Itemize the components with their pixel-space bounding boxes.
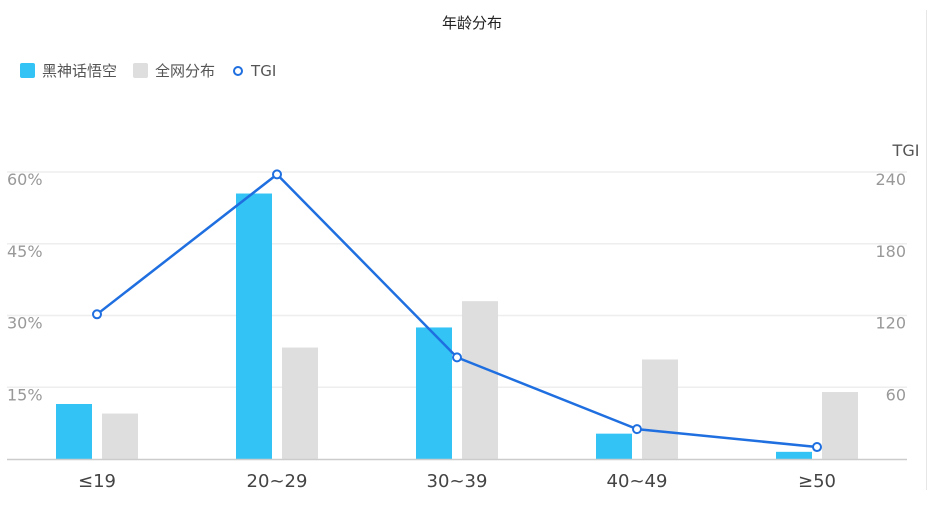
y-right-axis-name: TGI xyxy=(892,141,920,160)
bar-quanwang[interactable] xyxy=(822,392,858,459)
bar-quanwang[interactable] xyxy=(102,413,138,459)
y-left-tick-label: 45% xyxy=(7,242,43,261)
y-left-tick-label: 30% xyxy=(7,314,43,333)
tgi-line-series xyxy=(92,169,822,453)
bar-quanwang[interactable] xyxy=(642,359,678,459)
tgi-point[interactable] xyxy=(812,442,822,453)
bar-heishenhua[interactable] xyxy=(596,433,632,459)
y-left-tick-label: 60% xyxy=(7,170,43,189)
x-tick-label: ≥50 xyxy=(798,471,836,492)
bar-heishenhua[interactable] xyxy=(776,451,812,459)
x-tick-label: ≤19 xyxy=(78,471,116,492)
tgi-point[interactable] xyxy=(92,309,102,320)
x-tick-label: 40~49 xyxy=(607,471,668,492)
x-tick-label: 30~39 xyxy=(427,471,488,492)
tgi-line xyxy=(96,173,818,449)
legend-item-quanwang[interactable]: 全网分布 xyxy=(133,60,215,81)
chart-legend: 黑神话悟空 全网分布 TGI xyxy=(20,60,292,81)
y-left-tick-label: 15% xyxy=(7,385,43,404)
bar-quanwang[interactable] xyxy=(282,347,318,459)
legend-swatch-quanwang xyxy=(133,63,149,78)
bar-series xyxy=(56,193,858,459)
y-right-tick-label: 60 xyxy=(886,385,906,404)
legend-label-heishenhua: 黑神话悟空 xyxy=(42,62,118,80)
y-right-tick-label: 180 xyxy=(875,242,906,261)
grid-lines xyxy=(7,171,907,388)
y-right-tick-label: 240 xyxy=(875,170,906,189)
chart-title: 年龄分布 xyxy=(441,14,502,32)
y-right-axis: TGI 60 120 180 240 xyxy=(875,141,919,404)
legend-marker-tgi-icon xyxy=(233,65,244,76)
y-right-tick-label: 120 xyxy=(875,314,906,333)
bar-heishenhua[interactable] xyxy=(56,403,92,459)
tgi-point[interactable] xyxy=(452,352,462,363)
tgi-point[interactable] xyxy=(632,424,642,435)
x-axis-labels: ≤19 20~29 30~39 40~49 ≥50 xyxy=(78,471,836,492)
bar-heishenhua[interactable] xyxy=(416,327,452,459)
legend-swatch-heishenhua xyxy=(20,63,35,78)
bar-heishenhua[interactable] xyxy=(236,193,272,459)
legend-label-tgi: TGI xyxy=(251,61,277,80)
chart-right-border xyxy=(926,10,927,490)
bar-quanwang[interactable] xyxy=(462,301,498,459)
legend-item-tgi[interactable]: TGI xyxy=(231,62,276,80)
legend-item-heishenhua[interactable]: 黑神话悟空 xyxy=(20,60,117,81)
legend-label-quanwang: 全网分布 xyxy=(155,62,216,80)
y-left-axis: 15% 30% 45% 60% xyxy=(7,170,43,404)
tgi-point[interactable] xyxy=(272,169,282,180)
x-tick-label: 20~29 xyxy=(247,471,308,492)
